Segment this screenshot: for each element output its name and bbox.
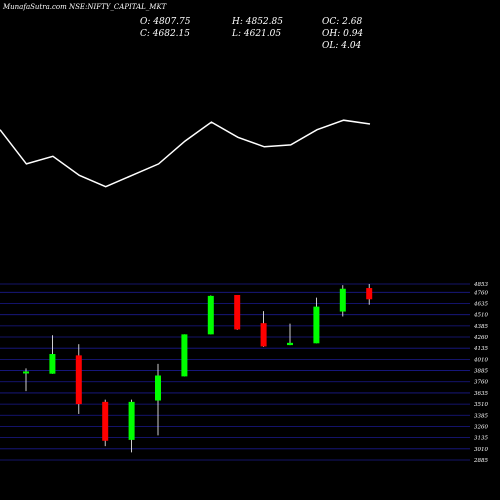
candle (75, 344, 82, 414)
candle-body-up (181, 334, 188, 377)
candle (128, 399, 135, 453)
candle-body-up (49, 354, 56, 374)
candle-body-down (234, 295, 241, 330)
price-tick-label: 4853 (473, 282, 488, 288)
price-tick-label: 3635 (474, 391, 488, 397)
candle-body-up (155, 375, 161, 401)
price-tick-label: 3010 (474, 447, 488, 453)
candle-body-up (23, 371, 29, 374)
candle-body-down (260, 323, 267, 347)
price-tick-label: 2885 (473, 458, 488, 464)
high-value: H: 4852.85 (232, 17, 283, 27)
candle (207, 295, 214, 335)
price-tick-label: 4635 (473, 301, 488, 307)
oc-value: OC: 2.68 (322, 17, 363, 27)
candle (287, 323, 293, 346)
candle (234, 295, 241, 330)
close-value: C: 4682.15 (140, 29, 190, 39)
candle-body-up (339, 288, 346, 312)
price-tick-label: 4510 (473, 313, 488, 319)
price-axis: 4853 4760 4635 4510 4385 4260 4135 4010 3885 3760… (473, 282, 488, 464)
price-tick-label: 3385 (474, 413, 488, 419)
candle-body-down (366, 288, 373, 300)
open-value: O: 4807.75 (140, 17, 191, 27)
candle-body-down (102, 401, 109, 441)
price-tick-label: 4135 (473, 346, 488, 352)
candle (23, 368, 29, 392)
candle-body-up (287, 342, 293, 346)
price-tick-label: 3885 (474, 369, 488, 375)
candle-body-up (128, 401, 135, 440)
oh-value: OH: 0.94 (322, 29, 364, 39)
candle (339, 285, 346, 317)
candle-body-up (313, 306, 320, 344)
candle (102, 399, 109, 447)
ol-value: OL: 4.04 (322, 41, 362, 51)
price-tick-label: 4260 (473, 335, 488, 341)
price-tick-label: 3260 (474, 424, 488, 430)
price-tick-label: 3510 (474, 402, 488, 408)
price-tick-label: 3760 (474, 380, 488, 386)
price-tick-label: 4010 (473, 357, 488, 363)
chart-title: MunafaSutra.com NSE:NIFTY_CAPITAL_MKT (3, 3, 167, 11)
candle (313, 297, 320, 344)
candlesticks (23, 284, 373, 453)
candle (155, 363, 161, 436)
price-tick-label: 4760 (473, 290, 488, 296)
candle (181, 334, 188, 377)
candle (49, 335, 56, 374)
price-tick-label: 3135 (474, 436, 488, 442)
low-value: L: 4621.05 (232, 29, 282, 39)
candle-body-up (207, 295, 214, 335)
indicator-line (0, 119, 371, 188)
price-tick-label: 4385 (473, 324, 488, 330)
candle (260, 311, 267, 347)
candle (366, 284, 373, 305)
candle-body-down (75, 355, 82, 405)
